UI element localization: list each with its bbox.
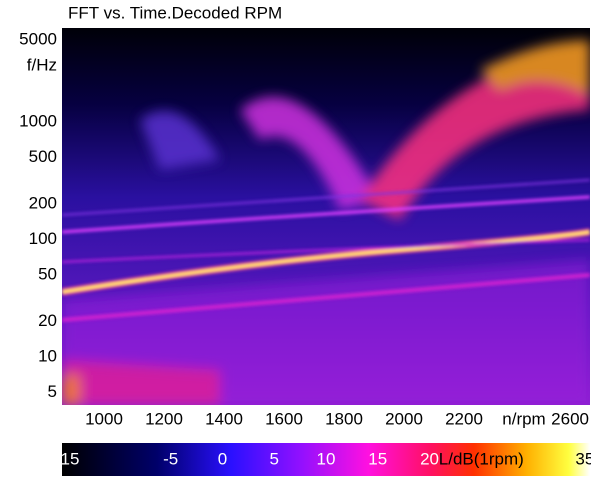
y-tick-label: 5000 [19,29,57,48]
y-tick-label: 10 [38,346,57,365]
y-tick-label: 5 [48,382,57,401]
y-tick-label: 1000 [19,111,57,130]
colorbar-tick-label: 35 [575,449,591,468]
colorbar-tick-label: 20 [420,449,439,468]
colorbar-tick-label: -15 [55,449,80,468]
y-tick-label: 200 [29,194,57,213]
colorbar-tick-label: 15 [368,449,387,468]
x-tick-label: 1600 [265,409,303,428]
y-tick-label: 100 [29,229,57,248]
x-tick-label: 1200 [145,409,183,428]
colorbar-tick-label: L/dB(1rpm) [439,449,524,468]
x-tick-label: 1800 [325,409,363,428]
colorbar-tick-label: 10 [317,449,336,468]
y-tick-label: 50 [38,264,57,283]
y-tick-label: 500 [29,147,57,166]
x-tick-label: n/rpm [502,409,545,428]
x-tick-label: 2000 [385,409,423,428]
spectrogram [62,28,590,405]
colorbar-tick-label: -5 [163,449,178,468]
y-tick-label: f/Hz [27,55,57,74]
colorbar-tick-label: 5 [270,449,279,468]
x-tick-label: 2600 [551,409,589,428]
x-tick-label: 1400 [205,409,243,428]
colorbar-tick-label: 0 [218,449,227,468]
colorbar [62,443,590,476]
chart-title: FFT vs. Time.Decoded RPM [68,3,282,22]
x-tick-label: 1000 [85,409,123,428]
y-tick-label: 20 [38,311,57,330]
x-tick-label: 2200 [445,409,483,428]
